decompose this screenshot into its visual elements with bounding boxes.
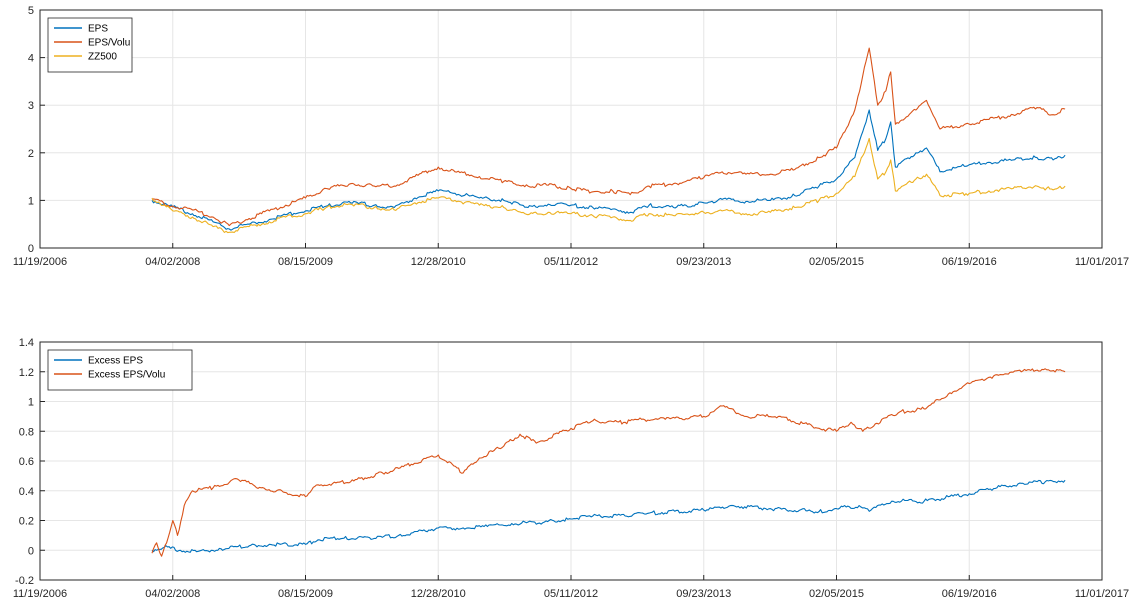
bottom-x-tick-label: 04/02/2008 [145,588,200,600]
bottom-y-tick-label: -0.2 [15,575,34,587]
top-x-tick-label: 02/05/2015 [809,256,864,268]
excess-return-chart: 11/19/2006 04/02/2008 08/15/2009 12/28/2010… [13,337,1129,600]
top-legend-label: EPS/Volu [88,38,130,49]
bottom-axes-frame [39,341,1103,581]
bottom-y-tick-label: 0.4 [19,486,34,498]
bottom-x-tick-label: 11/19/2006 [13,588,67,600]
bottom-series-line-excess-eps-volu [151,368,1066,557]
top-x-tick-label: 05/11/2012 [544,256,598,268]
bottom-y-tick-label: 1.2 [19,367,34,379]
bottom-legend-label: Excess EPS/Volu [88,370,165,381]
bottom-x-tick-label: 02/05/2015 [809,588,864,600]
bottom-legend-label: Excess EPS [88,356,143,367]
top-y-tick-label: 3 [28,100,34,112]
bottom-x-tick-label: 12/28/2010 [411,588,466,600]
price-index-chart: 11/19/2006 04/02/2008 08/15/2009 12/28/2010… [13,5,1129,268]
bottom-x-tick-label: 06/19/2016 [942,588,997,600]
top-x-tick-label: 04/02/2008 [145,256,200,268]
top-x-tick-label: 11/01/2017 [1075,256,1129,268]
top-series-line-zz500 [151,137,1066,234]
bottom-x-tick-label: 09/23/2013 [676,588,731,600]
top-axes-frame [39,9,1103,249]
top-x-tick-label: 09/23/2013 [676,256,731,268]
top-legend-label: EPS [88,24,108,35]
top-legend-label: ZZ500 [88,52,117,63]
top-series-line-eps-volu [151,47,1066,227]
top-x-tick-label: 06/19/2016 [942,256,997,268]
top-x-tick-label: 12/28/2010 [411,256,466,268]
bottom-legend-box [47,349,193,391]
bottom-y-tick-label: 1 [28,397,34,409]
bottom-x-tick-label: 05/11/2012 [544,588,598,600]
bottom-y-tick-label: 0.6 [19,456,34,468]
top-y-tick-label: 5 [28,5,34,17]
top-series-line-eps [151,109,1066,231]
top-x-tick-label: 11/19/2006 [13,256,67,268]
top-y-tick-label: 2 [28,148,34,160]
bottom-x-tick-label: 08/15/2009 [278,588,333,600]
bottom-legend: Excess EPS Excess EPS/Volu [47,349,193,391]
top-y-tick-label: 0 [28,243,34,255]
top-legend-box [47,17,133,73]
top-legend: EPS EPS/Volu ZZ500 [47,17,133,73]
bottom-y-tick-label: 1.4 [19,337,34,349]
top-x-tick-label: 08/15/2009 [278,256,333,268]
top-y-tick-label: 4 [28,53,34,65]
bottom-y-tick-label: 0.8 [19,426,34,438]
bottom-x-tick-label: 11/01/2017 [1075,588,1129,600]
bottom-y-tick-label: 0 [28,545,34,557]
bottom-series-line-excess-eps [151,479,1066,553]
top-y-tick-label: 1 [28,195,34,207]
bottom-y-tick-label: 0.2 [19,516,34,528]
